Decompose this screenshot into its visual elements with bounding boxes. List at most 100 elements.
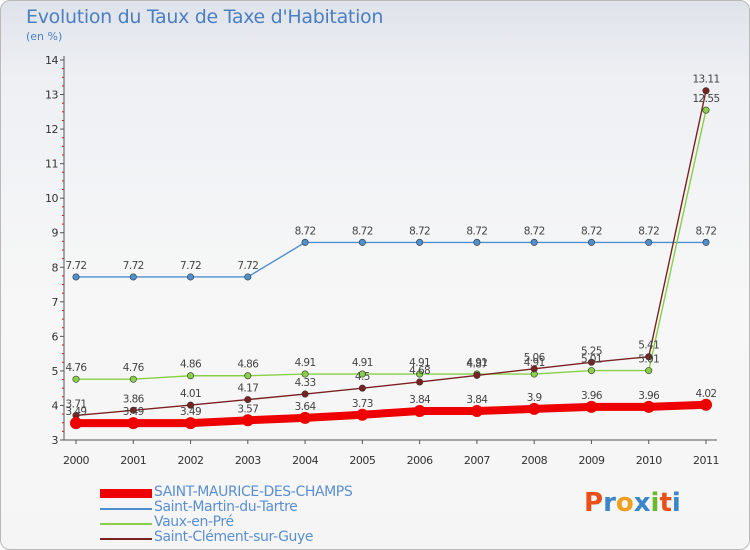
data-point bbox=[358, 370, 366, 378]
x-tick-label: 2004 bbox=[292, 454, 318, 467]
data-point bbox=[702, 106, 710, 114]
data-label: 8.72 bbox=[466, 225, 487, 237]
data-label: 3.73 bbox=[352, 398, 373, 410]
data-point bbox=[301, 238, 309, 246]
data-point bbox=[299, 411, 312, 424]
y-tick-label: 7 bbox=[52, 296, 59, 309]
series-line-1 bbox=[75, 241, 707, 278]
data-point bbox=[587, 367, 595, 375]
data-label: 3.49 bbox=[180, 406, 201, 418]
data-label: 3.71 bbox=[66, 398, 87, 410]
legend-label-vaux-en-pre: Vaux-en-Pré bbox=[154, 514, 234, 530]
data-label: 8.72 bbox=[409, 225, 430, 237]
y-tick-label: 6 bbox=[52, 330, 59, 343]
data-point bbox=[187, 401, 195, 409]
data-point bbox=[356, 408, 369, 421]
data-label: 4.91 bbox=[352, 357, 373, 369]
data-label: 5.06 bbox=[524, 352, 546, 364]
y-tick-label: 14 bbox=[45, 54, 58, 67]
data-point bbox=[413, 404, 426, 417]
data-point bbox=[587, 238, 595, 246]
legend-swatch-saint-clement bbox=[100, 538, 152, 540]
x-tick-label: 2005 bbox=[349, 454, 375, 467]
data-point bbox=[301, 390, 309, 398]
data-point bbox=[70, 417, 82, 430]
data-point bbox=[645, 353, 653, 361]
data-label: 4.91 bbox=[466, 357, 487, 369]
data-point bbox=[587, 358, 595, 366]
logo-letter: r bbox=[603, 488, 616, 518]
series-line-0 bbox=[72, 400, 710, 428]
x-tick-label: 2002 bbox=[178, 454, 204, 467]
data-label: 7.72 bbox=[123, 260, 144, 272]
data-label: 4.76 bbox=[123, 362, 145, 374]
data-label: 4.91 bbox=[409, 357, 430, 369]
data-label: 8.72 bbox=[524, 225, 545, 237]
data-point bbox=[184, 417, 197, 430]
data-label: 7.72 bbox=[237, 260, 258, 272]
data-point bbox=[473, 371, 481, 379]
x-tick-label: 2001 bbox=[120, 454, 146, 467]
data-label: 4.91 bbox=[295, 357, 316, 369]
data-label: 5.41 bbox=[638, 340, 659, 352]
data-label: 3.49 bbox=[66, 406, 87, 418]
data-point bbox=[530, 365, 538, 373]
series-line-3 bbox=[75, 90, 707, 417]
data-point bbox=[301, 370, 309, 378]
x-tick-label: 2003 bbox=[235, 454, 261, 467]
data-label: 3.96 bbox=[638, 390, 660, 402]
data-label: 7.72 bbox=[180, 260, 201, 272]
y-tick-label: 5 bbox=[52, 365, 59, 378]
data-label: 3.9 bbox=[527, 392, 542, 404]
data-point bbox=[700, 398, 712, 411]
logo-letter: P bbox=[584, 488, 604, 518]
data-label: 8.72 bbox=[581, 225, 602, 237]
data-label: 3.49 bbox=[123, 406, 144, 418]
data-label: 4.87 bbox=[466, 358, 487, 370]
x-tick-label: 2007 bbox=[464, 454, 490, 467]
x-tick-label: 2009 bbox=[578, 454, 604, 467]
x-tick-label: 2011 bbox=[693, 454, 719, 467]
data-point bbox=[129, 375, 137, 383]
logo-letter: i bbox=[671, 488, 681, 518]
data-label: 4.91 bbox=[524, 357, 545, 369]
data-point bbox=[702, 87, 710, 95]
x-tick-label: 2008 bbox=[521, 454, 547, 467]
legend-label-saint-clement: Saint-Clément-sur-Guye bbox=[154, 529, 314, 545]
data-point bbox=[530, 238, 538, 246]
data-point bbox=[241, 414, 254, 427]
y-tick-label: 9 bbox=[52, 227, 59, 240]
data-point bbox=[244, 372, 252, 380]
legend-label-saint-maurice: SAINT-MAURICE-DES-CHAMPS bbox=[154, 484, 353, 500]
data-label: 4.02 bbox=[696, 388, 717, 400]
data-label: 5.25 bbox=[581, 345, 602, 357]
data-label: 4.01 bbox=[180, 388, 201, 400]
logo-letter: i bbox=[650, 488, 660, 518]
data-label: 8.72 bbox=[638, 225, 659, 237]
data-point bbox=[702, 238, 710, 246]
legend-label-saint-martin: Saint-Martin-du-Tartre bbox=[154, 499, 298, 515]
x-tick-label: 2006 bbox=[407, 454, 433, 467]
data-label: 3.84 bbox=[466, 394, 488, 406]
data-label: 4.33 bbox=[295, 377, 316, 389]
data-label: 8.72 bbox=[352, 225, 373, 237]
chart-subtitle: (en %) bbox=[26, 30, 63, 43]
data-point bbox=[473, 238, 481, 246]
legend-swatch-vaux-en-pre bbox=[100, 523, 152, 525]
y-tick-label: 10 bbox=[45, 192, 58, 205]
data-point bbox=[127, 417, 140, 430]
data-label: 4.86 bbox=[180, 359, 202, 371]
data-label: 4.17 bbox=[237, 383, 258, 395]
data-point bbox=[129, 273, 137, 281]
data-label: 4.76 bbox=[66, 362, 88, 374]
data-label: 3.84 bbox=[409, 394, 431, 406]
logo-letter: x bbox=[633, 488, 651, 518]
x-tick-label: 2010 bbox=[636, 454, 662, 467]
data-point bbox=[642, 400, 655, 413]
data-point bbox=[129, 406, 137, 414]
data-point bbox=[358, 238, 366, 246]
data-point bbox=[416, 238, 424, 246]
logo-letter: t bbox=[659, 488, 672, 518]
data-label: 8.72 bbox=[696, 225, 717, 237]
